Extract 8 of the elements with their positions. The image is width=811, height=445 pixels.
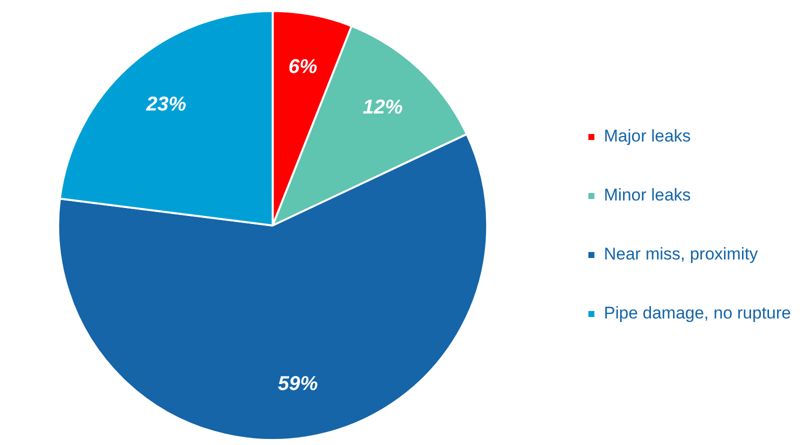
data-label: 6%	[288, 56, 318, 78]
legend-label: Minor leaks	[604, 186, 691, 205]
data-label: 23%	[145, 93, 187, 116]
legend-label: Pipe damage, no rupture	[604, 304, 791, 323]
legend-label: Near miss, proximity	[604, 244, 758, 264]
legend-label: Major leaks	[604, 126, 691, 146]
data-label: 59%	[278, 372, 318, 395]
data-label: 12%	[362, 96, 404, 119]
